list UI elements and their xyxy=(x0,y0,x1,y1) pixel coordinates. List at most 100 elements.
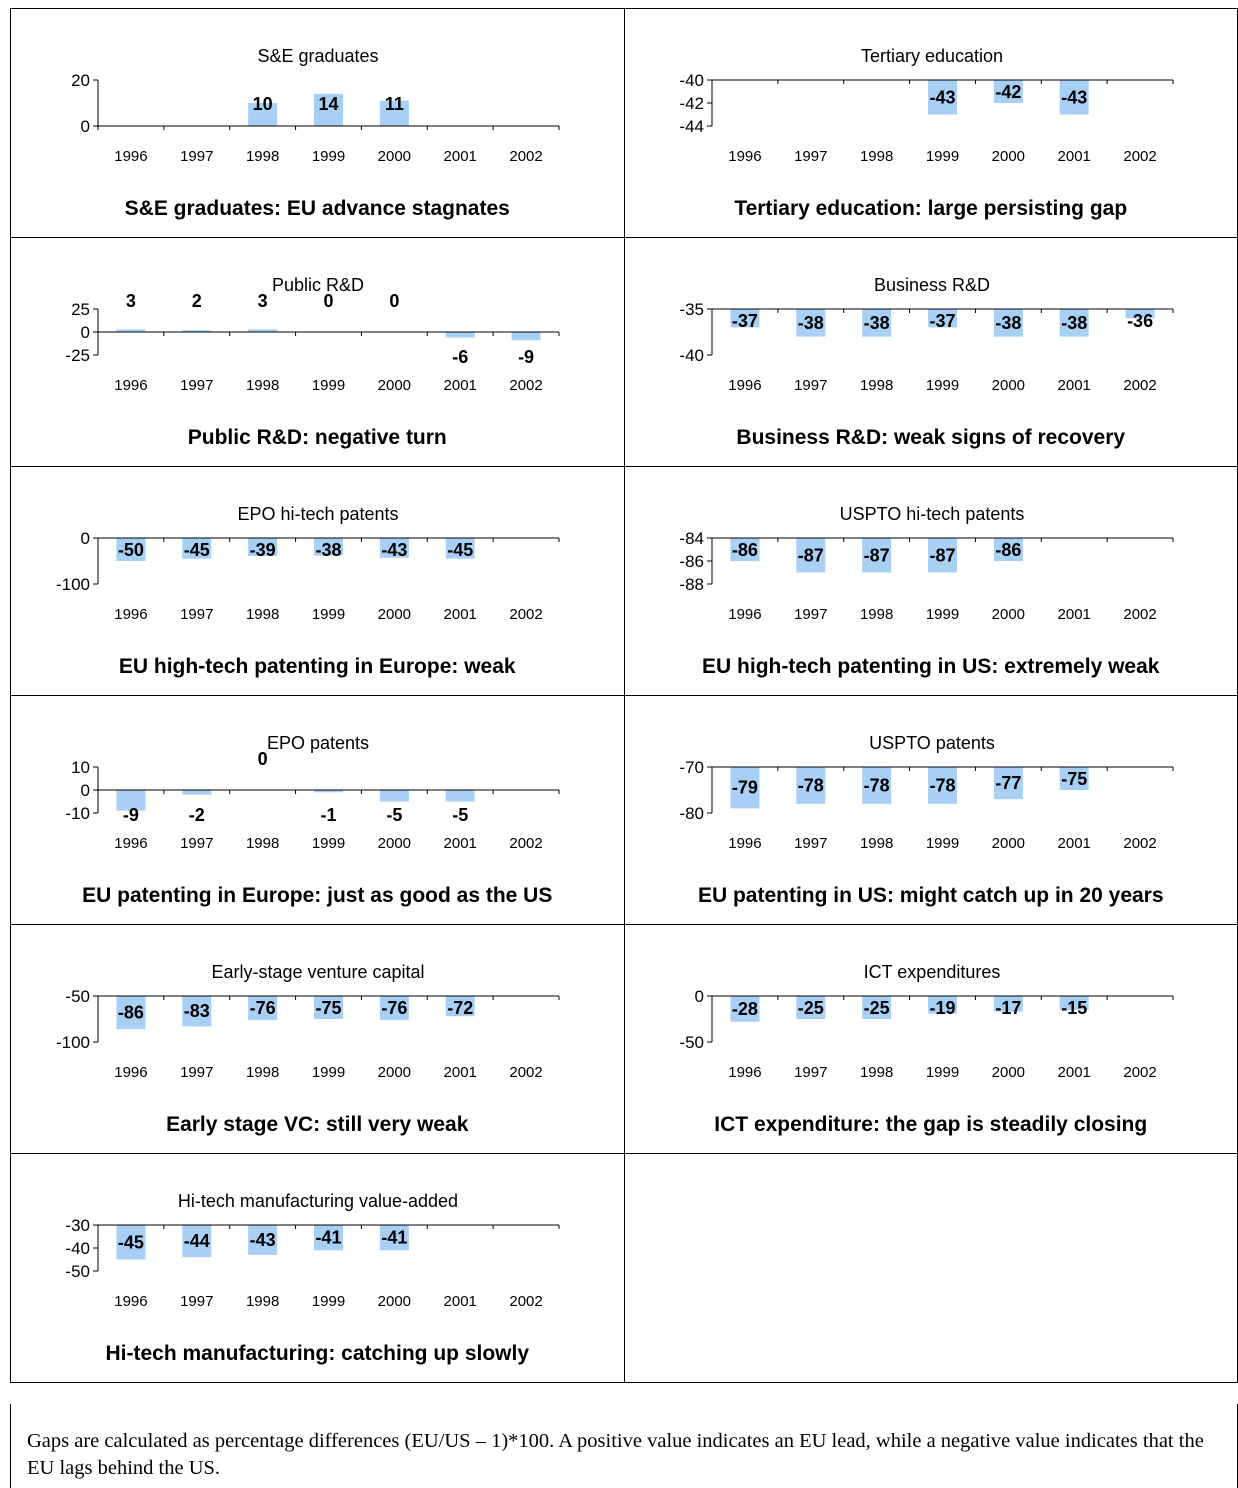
bar xyxy=(182,790,212,795)
chart-row: S&E graduates 20 0 1996 1997 1998 1999 2000 2001… xyxy=(10,8,1238,238)
x-tick-label: 1998 xyxy=(246,835,279,852)
x-tick-label: 1997 xyxy=(794,1064,827,1081)
data-label: -1 xyxy=(320,805,336,825)
y-tick-label: -100 xyxy=(56,1033,90,1052)
data-label: -87 xyxy=(929,545,955,565)
data-label: -36 xyxy=(1127,311,1153,331)
data-label: -28 xyxy=(731,999,757,1019)
chart-svg: Early-stage venture capital -50 -100 1996 19… xyxy=(56,962,560,1081)
x-tick-label: 1999 xyxy=(312,148,345,165)
data-label: -25 xyxy=(797,998,823,1018)
x-tick-label: 1999 xyxy=(312,835,345,852)
data-label: 10 xyxy=(253,94,273,114)
x-tick-label: 1999 xyxy=(925,148,958,165)
bar xyxy=(379,790,409,802)
data-label: -43 xyxy=(929,87,955,107)
bar xyxy=(314,93,343,126)
x-tick-label: 2001 xyxy=(1057,148,1090,165)
chart-svg: Hi-tech manufacturing value-added -30 -40 -… xyxy=(65,1191,560,1310)
y-tick-label: -100 xyxy=(56,575,90,594)
data-label: -9 xyxy=(518,347,534,367)
chart-title: Business R&D xyxy=(873,275,989,295)
x-tick-label: 2000 xyxy=(378,148,411,165)
bar xyxy=(795,767,825,804)
x-tick-label: 1996 xyxy=(114,148,147,165)
data-label: -41 xyxy=(315,1228,341,1248)
chart-row: EPO hi-tech patents 0 -100 1996 1997 1998 1999… xyxy=(10,467,1238,696)
x-tick-label: 2000 xyxy=(991,148,1024,165)
y-tick-label: -42 xyxy=(679,94,704,113)
data-label: -38 xyxy=(1061,313,1087,333)
x-tick-label: 1997 xyxy=(180,377,213,394)
y-tick-label: 0 xyxy=(81,529,90,548)
bar xyxy=(795,309,825,337)
y-tick-label: -30 xyxy=(65,1216,90,1235)
chart-row: EPO patents 10 0 -10 1996 1997 1998 1999 2000 200… xyxy=(10,696,1238,925)
bar xyxy=(993,309,1023,337)
y-tick-label: -44 xyxy=(679,117,704,136)
data-label: 0 xyxy=(323,291,333,311)
y-tick-label: -50 xyxy=(679,1033,704,1052)
y-tick-label: 10 xyxy=(71,758,90,777)
bar xyxy=(927,309,957,328)
data-label: -86 xyxy=(731,540,757,560)
data-label: -43 xyxy=(250,1230,276,1250)
data-label: -75 xyxy=(1061,769,1087,789)
bar xyxy=(182,538,212,559)
x-tick-label: 1996 xyxy=(728,606,761,623)
x-tick-label: 1996 xyxy=(728,835,761,852)
data-label: -19 xyxy=(929,998,955,1018)
empty-cell xyxy=(625,1154,1238,1382)
data-label: -78 xyxy=(863,775,889,795)
x-tick-label: 2000 xyxy=(378,377,411,394)
x-tick-label: 1997 xyxy=(180,835,213,852)
bar xyxy=(248,329,278,332)
bar xyxy=(379,996,409,1020)
chart-caption: ICT expenditure: the gap is steadily clo… xyxy=(714,1113,1148,1136)
chart-caption: EU high-tech patenting in US: extremely … xyxy=(702,655,1160,678)
chart-svg: USPTO patents -70 -80 1996 1997 1998 1999 2000 2… xyxy=(679,733,1173,852)
chart-panel: EPO patents 10 0 -10 1996 1997 1998 1999 2000 200… xyxy=(11,696,625,924)
y-tick-label: -50 xyxy=(65,987,90,1006)
x-tick-label: 1999 xyxy=(925,835,958,852)
y-tick-label: -84 xyxy=(679,529,704,548)
chart-caption: Early stage VC: still very weak xyxy=(166,1113,469,1136)
y-tick-label: -86 xyxy=(679,552,704,571)
data-label: -43 xyxy=(381,540,407,560)
x-tick-label: 2001 xyxy=(1057,377,1090,394)
y-tick-label: 0 xyxy=(81,323,90,342)
data-label: -86 xyxy=(995,540,1021,560)
bar xyxy=(182,996,212,1027)
data-label: -42 xyxy=(995,82,1021,102)
chart-svg: Public R&D 25 0 -25 1996 1997 1998 1999 2000 2001… xyxy=(65,275,560,394)
data-label: -37 xyxy=(929,311,955,331)
data-label: -37 xyxy=(731,311,757,331)
bar xyxy=(445,538,475,559)
x-tick-label: 2000 xyxy=(991,377,1024,394)
data-label: -83 xyxy=(184,1001,210,1021)
x-tick-label: 1999 xyxy=(312,1064,345,1081)
data-label: -9 xyxy=(123,805,139,825)
bar xyxy=(1125,309,1155,319)
chart-svg: USPTO hi-tech patents -84 -86 -88 1996 1997 19… xyxy=(679,504,1173,623)
bar xyxy=(248,1225,278,1255)
bar xyxy=(314,538,343,556)
chart-title: USPTO patents xyxy=(869,733,995,753)
data-label: 11 xyxy=(385,94,404,114)
bar xyxy=(993,767,1023,800)
chart-title: EPO hi-tech patents xyxy=(237,504,398,524)
bar xyxy=(861,309,891,337)
x-tick-label: 1996 xyxy=(114,606,147,623)
footnote: Gaps are calculated as percentage differ… xyxy=(10,1404,1238,1488)
y-tick-label: 0 xyxy=(81,781,90,800)
data-label: -78 xyxy=(929,775,955,795)
bar xyxy=(511,332,541,341)
data-label: -17 xyxy=(995,998,1021,1018)
y-tick-label: -50 xyxy=(65,1262,90,1281)
charts-grid: S&E graduates 20 0 1996 1997 1998 1999 2000 2001… xyxy=(10,8,1238,1383)
x-tick-label: 1996 xyxy=(114,1293,147,1310)
data-label: -86 xyxy=(118,1003,144,1023)
chart-caption: Hi-tech manufacturing: catching up slowl… xyxy=(105,1342,530,1365)
x-tick-label: 2002 xyxy=(509,835,542,852)
x-tick-label: 2001 xyxy=(1057,835,1090,852)
